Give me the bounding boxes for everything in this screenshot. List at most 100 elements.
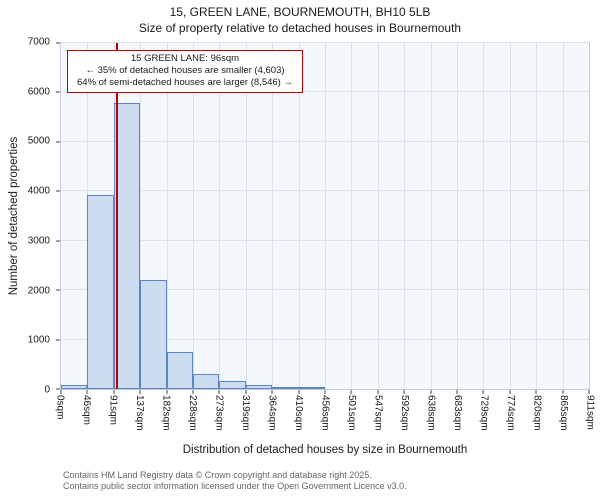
plot-area: 15 GREEN LANE: 96sqm ← 35% of detached h… <box>56 42 590 394</box>
annotation-line-3: 64% of semi-detached houses are larger (… <box>77 77 293 88</box>
x-tick-mark <box>192 390 194 394</box>
x-tick-label: 228sqm <box>187 395 198 431</box>
x-tick-label: 364sqm <box>266 395 278 431</box>
marker-line <box>115 43 118 389</box>
grid-line-vertical <box>483 43 485 389</box>
x-tick-mark <box>86 390 88 394</box>
x-tick-mark <box>588 390 590 394</box>
x-tick-mark <box>562 390 564 394</box>
grid-line-vertical <box>245 43 247 389</box>
y-tick-label: 7000 <box>27 36 50 48</box>
x-tick-label: 638sqm <box>425 395 437 431</box>
grid-line-vertical <box>193 43 194 389</box>
histogram-bar <box>219 381 246 389</box>
grid-line-vertical <box>536 43 538 389</box>
y-tick-label: 6000 <box>27 86 50 98</box>
grid-line-vertical <box>351 43 353 389</box>
y-tick-label: 5000 <box>27 135 50 147</box>
x-tick-label: 729sqm <box>478 395 490 431</box>
histogram-bar <box>87 195 114 389</box>
grid-line-vertical <box>457 43 458 389</box>
y-tick-mark <box>56 91 60 93</box>
footer-line-1: Contains HM Land Registry data © Crown c… <box>63 470 372 480</box>
grid-line-vertical <box>562 43 564 389</box>
x-tick-mark <box>430 390 432 394</box>
y-tick-mark <box>56 42 60 44</box>
x-tick-label: 46sqm <box>81 395 92 426</box>
y-tick-mark <box>56 240 60 242</box>
y-tick-label: 4000 <box>27 185 50 197</box>
x-tick-mark <box>139 390 141 394</box>
x-tick-mark <box>271 390 273 394</box>
grid-line-vertical <box>430 43 432 389</box>
x-tick-mark <box>113 390 115 394</box>
x-tick-mark <box>245 390 247 394</box>
x-tick-label: 182sqm <box>160 395 172 431</box>
chart-subtitle: Size of property relative to detached ho… <box>138 21 462 35</box>
grid-line-vertical <box>219 43 221 389</box>
x-tick-label: 273sqm <box>213 395 225 431</box>
y-tick-mark <box>56 339 60 341</box>
y-tick-label: 3000 <box>27 235 50 247</box>
histogram-bar <box>61 384 88 389</box>
annotation-line-2: ← 35% of detached houses are smaller (4,… <box>85 65 285 76</box>
grid-line-horizontal <box>61 42 589 43</box>
x-tick-mark <box>482 390 484 394</box>
annotation-line-1: 15 GREEN LANE: 96sqm <box>130 53 240 64</box>
x-tick-mark <box>377 390 379 394</box>
grid-line-vertical <box>509 43 511 389</box>
x-tick-label: 683sqm <box>452 395 463 431</box>
x-axis-label: Distribution of detached houses by size … <box>182 444 468 456</box>
y-tick-mark <box>56 388 60 390</box>
x-tick-label: 774sqm <box>505 395 516 431</box>
grid-line-vertical <box>298 43 300 389</box>
x-tick-mark <box>60 390 62 394</box>
x-tick-label: 865sqm <box>558 395 569 431</box>
x-tick-mark <box>535 390 537 394</box>
grid-line-vertical <box>272 43 274 389</box>
x-tick-label: 0sqm <box>54 395 66 420</box>
x-tick-label: 547sqm <box>372 395 384 431</box>
grid-line-vertical <box>166 43 168 389</box>
histogram-bar <box>166 351 193 389</box>
chart-title: 15, GREEN LANE, BOURNEMOUTH, BH10 5LB <box>169 5 431 19</box>
y-tick-mark <box>56 190 60 192</box>
histogram-bar <box>193 373 220 389</box>
histogram-bar <box>245 385 273 389</box>
histogram-bar <box>140 280 167 389</box>
footer: Contains HM Land Registry data © Crown c… <box>63 470 407 491</box>
y-tick-mark <box>56 141 60 143</box>
x-tick-label: 911sqm <box>584 395 596 430</box>
x-tick-label: 820sqm <box>531 395 543 431</box>
y-tick-mark <box>56 289 60 291</box>
y-tick-label: 1000 <box>27 334 50 346</box>
x-tick-mark <box>403 390 405 394</box>
grid-line-vertical <box>140 43 142 389</box>
annotation-box: 15 GREEN LANE: 96sqm ← 35% of detached h… <box>67 50 303 93</box>
y-tick-label: 2000 <box>27 285 50 297</box>
x-tick-label: 592sqm <box>399 395 410 431</box>
x-tick-mark <box>509 390 511 394</box>
x-tick-mark <box>298 390 300 394</box>
x-tick-mark <box>350 390 352 394</box>
grid-line-vertical <box>377 43 379 389</box>
y-axis-ticks: 0 1000 2000 3000 4000 5000 6000 7000 <box>0 37 56 396</box>
x-tick-mark <box>166 390 168 394</box>
x-tick-label: 137sqm <box>134 395 145 431</box>
histogram-bar <box>272 387 299 389</box>
x-tick-mark <box>324 390 326 394</box>
x-axis-ticks: 0sqm 46sqm 91sqm 137sqm 182sqm 228sqm 273sqm 31… <box>55 395 596 441</box>
footer-line-2: Contains public sector information licen… <box>63 480 407 491</box>
x-tick-label: 319sqm <box>240 395 251 431</box>
histogram-bar <box>298 387 325 389</box>
x-tick-label: 456sqm <box>319 395 331 431</box>
x-tick-mark <box>218 390 220 394</box>
x-tick-label: 91sqm <box>107 395 119 426</box>
y-tick-label: 0 <box>44 384 50 396</box>
grid-line-vertical <box>404 43 406 389</box>
x-tick-label: 410sqm <box>293 395 304 431</box>
grid-line-vertical <box>325 43 326 389</box>
x-tick-label: 501sqm <box>346 395 357 431</box>
histogram-bar <box>113 103 141 389</box>
